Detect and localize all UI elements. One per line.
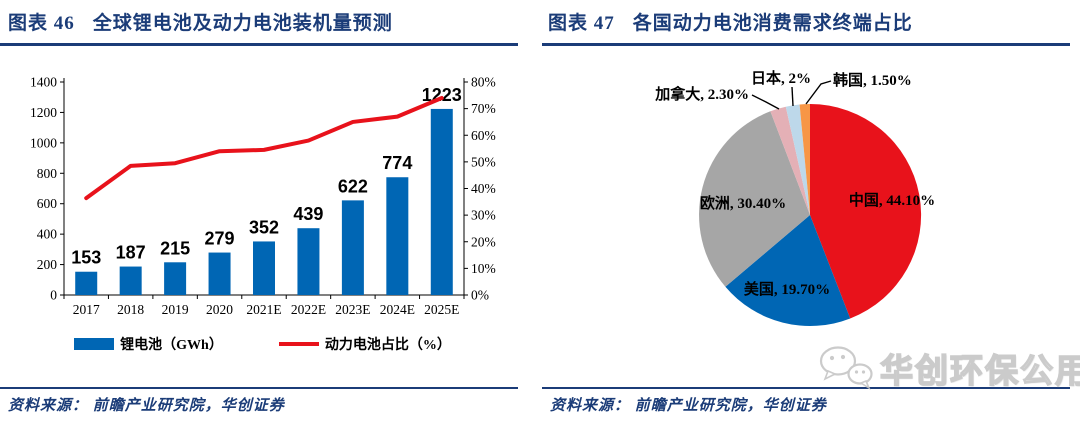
x-category-label: 2025E [424,302,459,317]
figure-46-number: 图表 46 [8,13,75,34]
bar-value-label: 215 [160,238,190,258]
bar-value-label: 352 [249,217,279,237]
right-axis-label: 40% [471,181,496,196]
bar-chart-legend: 锂电池（GWh） 动力电池占比（%） [0,334,525,354]
bar-2025E [430,108,453,295]
left-axis-label: 800 [37,166,58,181]
line-series-label: 动力电池占比（%） [324,338,451,353]
right-axis-label: 80% [471,75,496,90]
bar-value-label: 622 [338,176,368,196]
pie-label-美国: 美国, 19.70% [744,280,830,298]
figure-47-title: 图表 47 各国动力电池消费需求终端占比 [548,8,913,35]
left-axis-label: 600 [37,196,58,211]
x-category-label: 2024E [380,302,415,317]
bar-2021E [253,241,275,295]
bar-2017 [75,271,98,295]
figure-47-panel: 图表 47 各国动力电池消费需求终端占比 中国, 44.10% 美国, 19.70%… [540,0,1080,422]
pie-label-欧洲: 欧洲, 30.40% [700,194,786,212]
bar-2020 [208,252,231,295]
legend-item-line: 动力电池占比（%） [278,334,451,354]
x-category-label: 2020 [206,302,233,317]
left-axis-label: 200 [37,257,58,272]
bar-2022E [297,228,320,295]
x-category-label: 2021E [246,302,281,317]
left-axis-label: 1000 [30,135,57,150]
percent-line [84,95,444,201]
footer-rule-left [0,387,518,389]
right-axis-label: 0% [471,288,489,303]
pie-chart: 中国, 44.10% 美国, 19.70% 欧洲, 30.40% 加拿大, 2.30%… [654,69,935,327]
figure-47-number: 图表 47 [548,13,615,34]
right-axis-label: 10% [471,261,496,276]
leader-line-日本 [791,86,794,107]
title-rule-left [0,43,518,46]
bar-line-chart: 0 200 400 600 800 1000 1200 1400 0% 10% 20% 30% 40% 5… [30,75,496,318]
leader-line-韩国 [805,80,832,105]
bar-2023E [341,200,364,295]
pie-slice-中国 [810,103,922,319]
x-category-label: 2023E [335,302,370,317]
pie-label-加拿大: 加拿大, 2.30% [654,85,749,103]
bar-2024E [386,177,409,295]
figure-46-caption: 全球锂电池及动力电池装机量预测 [92,13,393,34]
bar-series-label: 锂电池（GWh） [120,338,223,353]
pie-slice-美国 [725,215,851,327]
pie-label-中国: 中国, 44.10% [849,191,935,209]
bar-2018 [119,266,142,295]
left-axis-label: 1200 [30,105,57,120]
bar-2019 [164,262,187,295]
right-axis-label: 30% [471,208,496,223]
pie-slice-加拿大 [770,106,810,215]
pie-slice-日本 [785,104,810,215]
x-category-label: 2019 [162,302,189,317]
left-axis-label: 400 [37,227,58,242]
figure-47-caption: 各国动力电池消费需求终端占比 [632,13,913,34]
title-rule-right [542,43,1070,46]
leader-line-加拿大 [751,94,780,110]
left-axis-label: 0 [50,288,57,303]
bar-value-label: 279 [205,229,235,249]
pie-label-韩国: 韩国, 1.50% [833,71,912,89]
figure-46-title: 图表 46 全球锂电池及动力电池装机量预测 [8,8,393,35]
bar-value-label: 774 [382,153,412,173]
right-axis-label: 70% [471,101,496,116]
x-category-label: 2018 [117,302,144,317]
x-category-label: 2022E [291,302,326,317]
source-left: 资料来源： 前瞻产业研究院，华创证券 [8,398,285,414]
legend-item-bar: 锂电池（GWh） [74,334,223,354]
right-axis-label: 20% [471,234,496,249]
pie-slice-韩国 [799,104,810,215]
pie-slice-欧洲 [699,111,810,287]
right-axis-label: 60% [471,128,496,143]
line-series-swatch [278,342,319,346]
x-category-label: 2017 [73,302,100,317]
bar-value-label: 153 [71,248,101,268]
bar-value-label: 439 [293,204,323,224]
bar-value-label: 187 [116,243,146,263]
figure-46-panel: 图表 46 全球锂电池及动力电池装机量预测 0 200 400 600 800 1000 12… [0,0,530,422]
footer-rule-right [542,387,1070,389]
bar-series-swatch [74,338,115,350]
pie-label-日本: 日本, 2% [751,69,811,87]
left-axis-label: 1400 [30,75,57,90]
right-axis-label: 50% [471,154,496,169]
bar-value-label: 1223 [422,85,462,105]
source-right: 资料来源： 前瞻产业研究院，华创证券 [550,398,827,414]
